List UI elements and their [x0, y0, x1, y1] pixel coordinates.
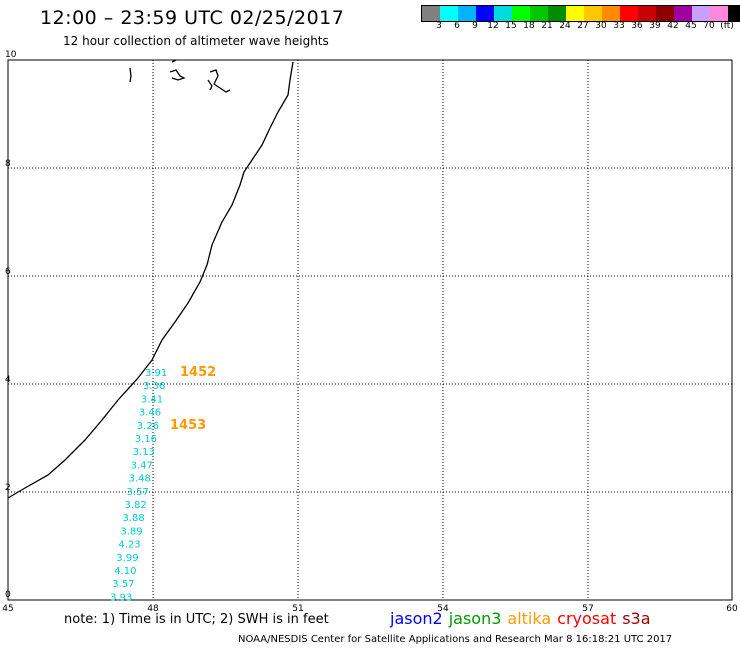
- time-label: 1452: [180, 365, 216, 380]
- y-tick-label: 0: [5, 590, 11, 600]
- swh-value: 3.26: [137, 421, 159, 432]
- island-east: [207, 69, 231, 93]
- swh-value: 3.93: [110, 592, 132, 603]
- y-tick-label: 10: [5, 50, 17, 60]
- colorbar-label: 6: [454, 21, 460, 31]
- colorbar-swatch: [602, 6, 620, 21]
- colorbar-label: 12: [487, 21, 499, 31]
- swh-value: 3.16: [135, 434, 157, 445]
- colorbar-label: 24: [559, 21, 571, 31]
- swh-value: 3.57: [127, 487, 149, 498]
- x-tick-label: 60: [726, 604, 738, 614]
- colorbar-swatch: [638, 6, 656, 21]
- colorbar-swatch: [476, 6, 494, 21]
- colorbar-label: 3: [436, 21, 442, 31]
- colorbar-swatch: [656, 6, 674, 21]
- map-title: 12:00 – 23:59 UTC 02/25/2017: [40, 7, 345, 29]
- swh-value: 3.46: [139, 408, 161, 419]
- legend-item-jason2: jason2: [390, 609, 443, 628]
- swh-value: 3.41: [141, 394, 163, 405]
- colorbar-swatch: [584, 6, 602, 21]
- swh-value: 3.48: [129, 474, 151, 485]
- colorbar-label: 42: [667, 21, 679, 31]
- y-tick-label: 2: [5, 483, 11, 493]
- swh-value: 3.91: [145, 368, 167, 379]
- y-tick-label: 8: [5, 159, 11, 169]
- colorbar-label: 18: [523, 21, 535, 31]
- footer-note: note: 1) Time is in UTC; 2) SWH is in fe…: [64, 612, 329, 627]
- colorbar-swatch: [548, 6, 566, 21]
- legend-item-cryosat: cryosat: [557, 609, 617, 628]
- legend-item-s3a: s3a: [622, 609, 651, 628]
- colorbar-label: (ft): [720, 21, 734, 31]
- colorbar-swatch: [674, 6, 692, 21]
- time-labels: 1452 1453: [170, 365, 216, 433]
- colorbar-swatch: [422, 6, 440, 21]
- swh-value: 3.13: [133, 447, 155, 458]
- colorbar-swatch: [530, 6, 548, 21]
- swh-value: 3.88: [122, 513, 144, 524]
- x-tick-label: 57: [582, 604, 593, 614]
- colorbar-swatch: [512, 6, 530, 21]
- time-label: 1453: [170, 418, 206, 433]
- colorbar-swatch: [566, 6, 584, 21]
- y-tick-label: 6: [5, 267, 11, 277]
- colorbar-labels: 3 6 9 12 15 18 21 24 27 30 33 36 39 42 45 70 (ft): [421, 21, 734, 35]
- x-tick-label: 45: [2, 604, 13, 614]
- legend-item-altika: altika: [507, 609, 552, 628]
- colorbar-swatch: [620, 6, 638, 21]
- colorbar-swatch: [710, 6, 728, 21]
- x-tick-label: 54: [437, 604, 449, 614]
- islands: [129, 59, 231, 93]
- swh-value: 4.10: [114, 566, 136, 577]
- wave-height-colorbar: [421, 5, 740, 22]
- colorbar-label: 33: [613, 21, 625, 31]
- swh-value: 3.36: [143, 381, 165, 392]
- colorbar-swatch: [440, 6, 458, 21]
- colorbar-label: 15: [505, 21, 517, 31]
- swh-value: 3.82: [125, 500, 147, 511]
- legend-item-jason3: jason3: [448, 609, 502, 628]
- map-grid: [7, 59, 733, 601]
- colorbar-label: 45: [685, 21, 697, 31]
- island-west: [129, 67, 132, 83]
- colorbar-label: 70: [703, 21, 715, 31]
- colorbar-label: 36: [631, 21, 643, 31]
- colorbar-swatch: [728, 6, 740, 21]
- swh-values: 3.91 3.36 3.41 3.46 3.26 3.16 3.13 3.47 3.48 3.57…: [110, 368, 167, 603]
- colorbar-swatch: [458, 6, 476, 21]
- y-tick-label: 4: [5, 375, 11, 385]
- colorbar-label: 21: [541, 21, 553, 31]
- satellite-legend: jason2 jason3 altika cryosat s3a: [390, 609, 657, 628]
- map-frame: [7, 59, 733, 601]
- colorbar-label: 27: [577, 21, 589, 31]
- swh-value: 3.99: [116, 553, 138, 564]
- island-central: [169, 59, 186, 81]
- x-tick-label: 51: [292, 604, 303, 614]
- x-tick-label: 48: [147, 604, 159, 614]
- swh-value: 3.47: [131, 460, 153, 471]
- swh-value: 3.57: [112, 579, 134, 590]
- map-subtitle: 12 hour collection of altimeter wave hei…: [63, 34, 329, 48]
- swh-value: 4.23: [118, 540, 140, 551]
- axis-tick-labels: 45 48 51 54 57 60 10 8 6 4 2 0: [2, 50, 738, 614]
- colorbar-label: 39: [649, 21, 661, 31]
- coastline: [7, 61, 294, 499]
- colorbar-swatch: [692, 6, 710, 21]
- colorbar-swatch: [494, 6, 512, 21]
- credit-line: NOAA/NESDIS Center for Satellite Applica…: [238, 634, 673, 645]
- colorbar-label: 30: [595, 21, 607, 31]
- colorbar-label: 9: [472, 21, 478, 31]
- swh-value: 3.89: [120, 526, 142, 537]
